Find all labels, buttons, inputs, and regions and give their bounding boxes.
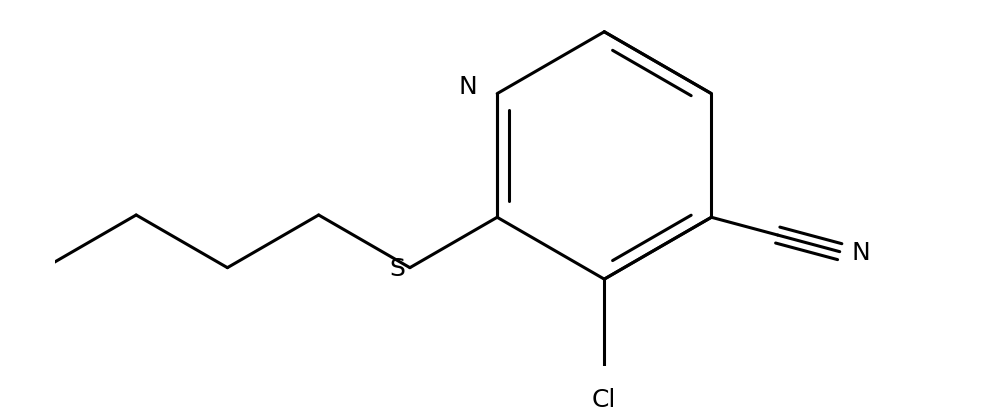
Text: Cl: Cl (592, 387, 616, 409)
Text: N: N (852, 240, 870, 264)
Text: S: S (390, 256, 405, 280)
Text: N: N (458, 75, 477, 99)
